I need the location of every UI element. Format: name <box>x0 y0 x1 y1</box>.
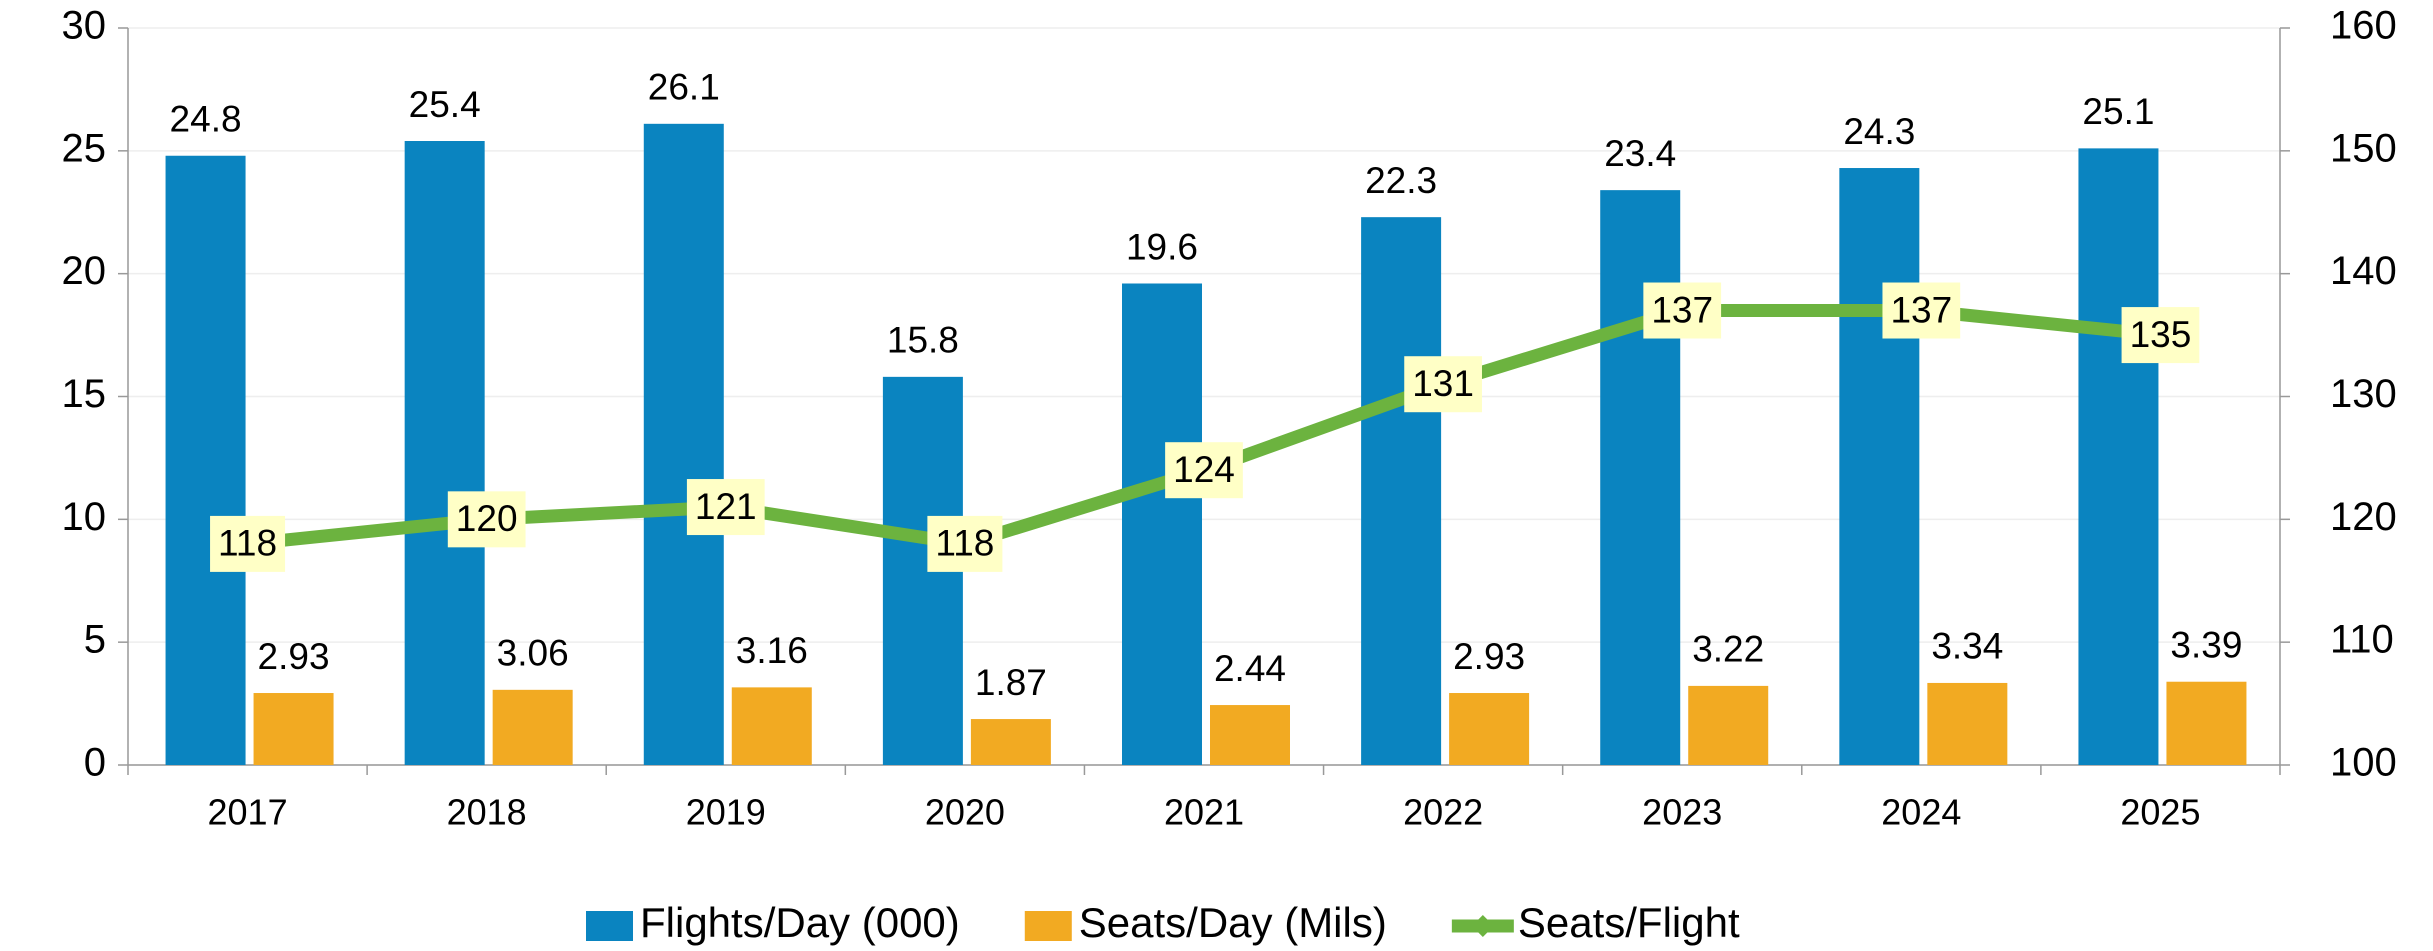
line-label-box <box>447 491 526 548</box>
x-tick-label: 2018 <box>447 792 527 833</box>
bar <box>1449 693 1530 765</box>
y2-tick-label: 130 <box>2330 372 2397 416</box>
bar <box>970 719 1051 765</box>
line-value-label: 137 <box>1890 289 1952 330</box>
x-tick-label: 2021 <box>1164 792 1244 833</box>
bar <box>731 687 812 765</box>
line-value-label: 120 <box>456 498 518 539</box>
y2-tick-label: 100 <box>2330 741 2397 785</box>
y2-tick-label: 120 <box>2330 495 2397 539</box>
bar <box>1210 705 1290 765</box>
line-label-box <box>2121 307 2200 364</box>
line-label-box <box>210 515 286 572</box>
line-label-box <box>1643 282 1722 339</box>
line-label-box <box>1165 442 1243 499</box>
legend-label: Seats/Flight <box>1518 899 1740 946</box>
bar <box>1600 190 1681 765</box>
y2-tick-label: 110 <box>2330 618 2394 662</box>
y-tick-label: 10 <box>62 495 107 539</box>
y-tick-label: 0 <box>84 741 106 785</box>
bar-value-label: 22.3 <box>1365 160 1437 201</box>
bar-value-label: 3.06 <box>497 633 569 674</box>
y-tick-label: 15 <box>62 372 107 416</box>
bar-value-label: 3.22 <box>1692 629 1764 670</box>
y-tick-label: 25 <box>62 126 107 170</box>
legend-label: Flights/Day (000) <box>640 899 960 946</box>
bar <box>1688 685 1769 765</box>
bar-value-label: 2.93 <box>1453 636 1525 677</box>
y-tick-label: 30 <box>62 4 107 48</box>
y2-tick-label: 160 <box>2330 4 2397 48</box>
bar-value-label: 23.4 <box>1604 133 1676 174</box>
bar-value-label: 19.6 <box>1126 226 1198 267</box>
legend-marker <box>1471 915 1494 937</box>
bar-value-label: 3.39 <box>2170 625 2242 666</box>
y-tick-label: 20 <box>62 249 107 293</box>
bar-value-label: 3.34 <box>1931 626 2003 667</box>
bar-value-label: 15.8 <box>887 320 959 361</box>
legend-swatch <box>586 911 633 941</box>
bar-value-label: 2.44 <box>1214 648 1286 689</box>
bar <box>253 693 334 765</box>
bar-value-label: 2.93 <box>258 636 330 677</box>
bar-value-label: 3.16 <box>736 630 808 671</box>
bar-value-label: 1.87 <box>975 662 1047 703</box>
line-label-box <box>1882 282 1961 339</box>
bar <box>492 689 573 765</box>
line-value-label: 135 <box>2130 314 2192 355</box>
x-tick-label: 2017 <box>208 792 288 833</box>
line-label-box <box>927 515 1003 572</box>
bar-value-label: 25.1 <box>2082 91 2154 132</box>
line-value-label: 121 <box>695 486 757 527</box>
line-label-box <box>1404 356 1482 413</box>
bar <box>404 141 485 766</box>
x-tick-label: 2023 <box>1642 792 1722 833</box>
line-value-label: 137 <box>1651 289 1713 330</box>
y2-tick-label: 150 <box>2330 126 2397 170</box>
x-tick-label: 2025 <box>2120 792 2200 833</box>
line-value-label: 118 <box>218 523 277 564</box>
bar-value-label: 25.4 <box>409 84 481 125</box>
bar <box>165 155 246 765</box>
y2-tick-label: 140 <box>2330 249 2397 293</box>
legend-label: Seats/Day (Mils) <box>1079 899 1387 946</box>
bar <box>1927 682 2008 765</box>
bar <box>1122 283 1202 765</box>
bar <box>1839 168 1920 765</box>
line-value-label: 118 <box>935 523 994 564</box>
x-tick-label: 2019 <box>686 792 766 833</box>
line-value-label: 131 <box>1412 363 1474 404</box>
legend-swatch <box>1024 911 1072 941</box>
bar <box>2166 681 2247 765</box>
line-label-box <box>686 479 765 536</box>
bar-value-label: 24.8 <box>170 99 242 140</box>
line-value-label: 124 <box>1173 449 1235 490</box>
x-tick-label: 2024 <box>1881 792 1961 833</box>
bar <box>1361 217 1442 765</box>
legend: Flights/Day (000) Seats/Day (Mils) Seats/F… <box>586 899 1740 946</box>
x-tick-label: 2020 <box>925 792 1005 833</box>
x-tick-label: 2022 <box>1403 792 1483 833</box>
bar <box>2078 148 2159 766</box>
bar-value-label: 26.1 <box>648 67 720 108</box>
bar <box>643 123 724 765</box>
y-tick-label: 5 <box>84 618 106 662</box>
bar-value-label: 24.3 <box>1843 111 1915 152</box>
